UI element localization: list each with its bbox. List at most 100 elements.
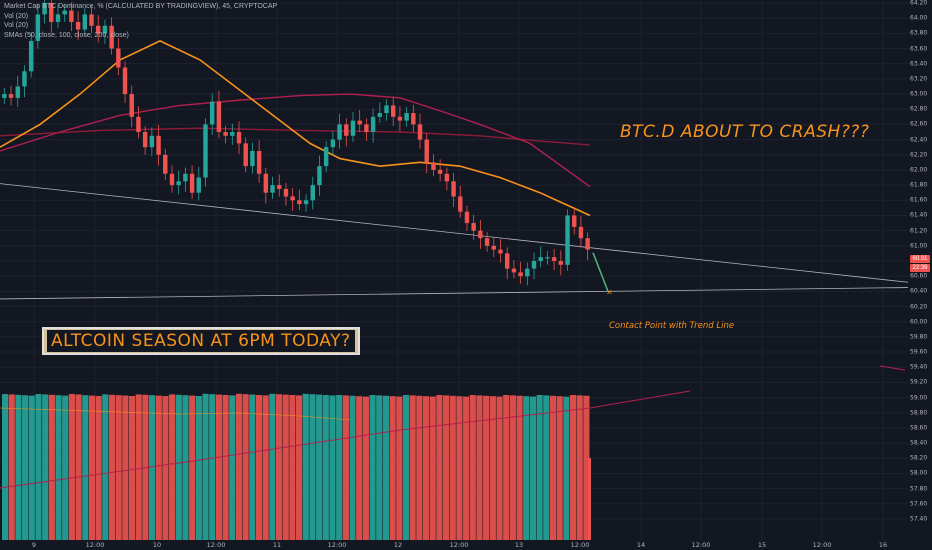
volume-bar — [189, 395, 196, 540]
projection-line — [592, 252, 609, 292]
volume-bar — [149, 395, 156, 540]
candle-body — [196, 177, 201, 193]
candle-body — [163, 154, 168, 174]
candle-body — [370, 116, 376, 132]
y-tick-label: 60.40 — [910, 287, 928, 295]
candle-body — [129, 94, 134, 117]
volume-bar — [396, 396, 403, 540]
y-tick-label: 62.60 — [910, 120, 928, 128]
volume-bar — [249, 394, 256, 540]
annotation-altcoin-season: ALTCOIN SEASON AT 6PM TODAY? — [47, 330, 355, 352]
candle-body — [109, 25, 114, 49]
candle-body — [8, 94, 14, 98]
sma50-line — [0, 40, 591, 217]
volume-bar — [402, 394, 410, 540]
candle-body — [471, 223, 476, 231]
candle-body — [256, 150, 262, 174]
candle-body — [250, 150, 255, 167]
volume-bar — [289, 394, 296, 540]
volume-bar — [62, 395, 69, 540]
y-tick-label: 57.60 — [910, 500, 928, 508]
y-tick-label: 61.20 — [910, 227, 928, 235]
volume-bar — [155, 395, 162, 540]
volume-bar — [362, 396, 369, 540]
y-tick-label: 58.60 — [910, 424, 928, 432]
sma200-line — [0, 127, 591, 146]
volume-bar — [2, 394, 9, 540]
candle-body — [417, 124, 423, 140]
candle-body — [263, 173, 269, 193]
candle-body — [585, 238, 590, 250]
candle-body — [317, 166, 322, 186]
candle-body — [230, 132, 235, 136]
volume-bar — [509, 395, 516, 540]
support-line — [0, 287, 908, 300]
y-tick-label: 61.40 — [910, 211, 928, 219]
volume-bar — [356, 396, 363, 540]
candle-body — [209, 101, 215, 125]
volume-bar — [529, 396, 537, 540]
y-tick-label: 62.80 — [910, 105, 928, 113]
candle-body — [384, 105, 389, 114]
y-tick-label: 62.40 — [910, 136, 928, 144]
candle-body — [223, 132, 228, 136]
volume-ma-line — [0, 407, 351, 421]
volume-bar — [469, 394, 476, 540]
volume-bar — [329, 395, 336, 540]
candle-body — [142, 132, 148, 148]
candle-body — [149, 135, 155, 148]
volume-bar — [583, 395, 590, 540]
annotation-btcd-crash: BTC.D ABOUT TO CRASH??? — [620, 122, 870, 142]
candle-body — [310, 185, 315, 201]
volume-bar — [409, 395, 416, 540]
chart-legend: Market Cap BTC Dominance, % (CALCULATED … — [4, 2, 277, 40]
y-tick-label: 62.20 — [910, 151, 928, 159]
volume-bar — [42, 394, 49, 540]
candle-body — [236, 132, 242, 144]
volume-bar — [55, 395, 62, 540]
volume-bar — [422, 396, 430, 540]
x-tick-label: 9 — [31, 541, 37, 549]
candle-body — [391, 105, 396, 117]
volume-bar — [429, 396, 436, 540]
volume-bar — [128, 395, 136, 540]
volume-bar — [82, 395, 89, 540]
x-tick-label: 16 — [878, 541, 888, 549]
x-tick-label: 12:00 — [327, 541, 347, 549]
candle-body — [451, 181, 456, 197]
time-axis[interactable]: 9 12:00 10 12:00 11 12:00 12 12:00 13 12:00 14 12:0… — [0, 540, 908, 550]
volume-bar — [369, 394, 376, 540]
candle-body — [504, 253, 510, 269]
y-tick-label: 61.80 — [910, 181, 928, 189]
volume-bar — [195, 395, 202, 540]
candle-body — [82, 14, 88, 30]
candle-body — [518, 272, 523, 277]
candle-body — [551, 257, 557, 261]
candle-body — [283, 188, 289, 197]
volume-bar — [563, 396, 570, 540]
volume-bar — [242, 394, 249, 540]
volume-bar — [389, 396, 396, 540]
volume-bar — [215, 394, 222, 540]
candle-body — [169, 173, 175, 186]
price-chart[interactable]: × — [0, 0, 908, 540]
y-tick-label: 59.60 — [910, 348, 928, 356]
volume-bar — [209, 394, 216, 540]
legend-smas: SMAs (50, close, 100, close, 200, close) — [4, 31, 129, 39]
candle-body — [75, 21, 81, 30]
volume-bar — [449, 395, 456, 540]
candle-body — [364, 124, 369, 132]
candle-body — [545, 257, 550, 259]
volume-bar — [496, 396, 503, 540]
y-tick-label: 61.60 — [910, 196, 928, 204]
trend-line — [0, 183, 908, 283]
countdown-badge: 22:39 — [910, 264, 930, 272]
y-tick-label: 59.20 — [910, 378, 928, 386]
price-axis[interactable]: 64.20 64.00 63.80 63.60 63.40 63.20 63.00 62.80… — [908, 0, 932, 540]
x-tick-label: 14 — [636, 541, 646, 549]
y-tick-label: 64.20 — [910, 0, 928, 7]
candle-body — [458, 196, 463, 212]
candle-body — [203, 124, 208, 178]
candle-body — [511, 268, 517, 273]
candle-body — [22, 71, 27, 87]
